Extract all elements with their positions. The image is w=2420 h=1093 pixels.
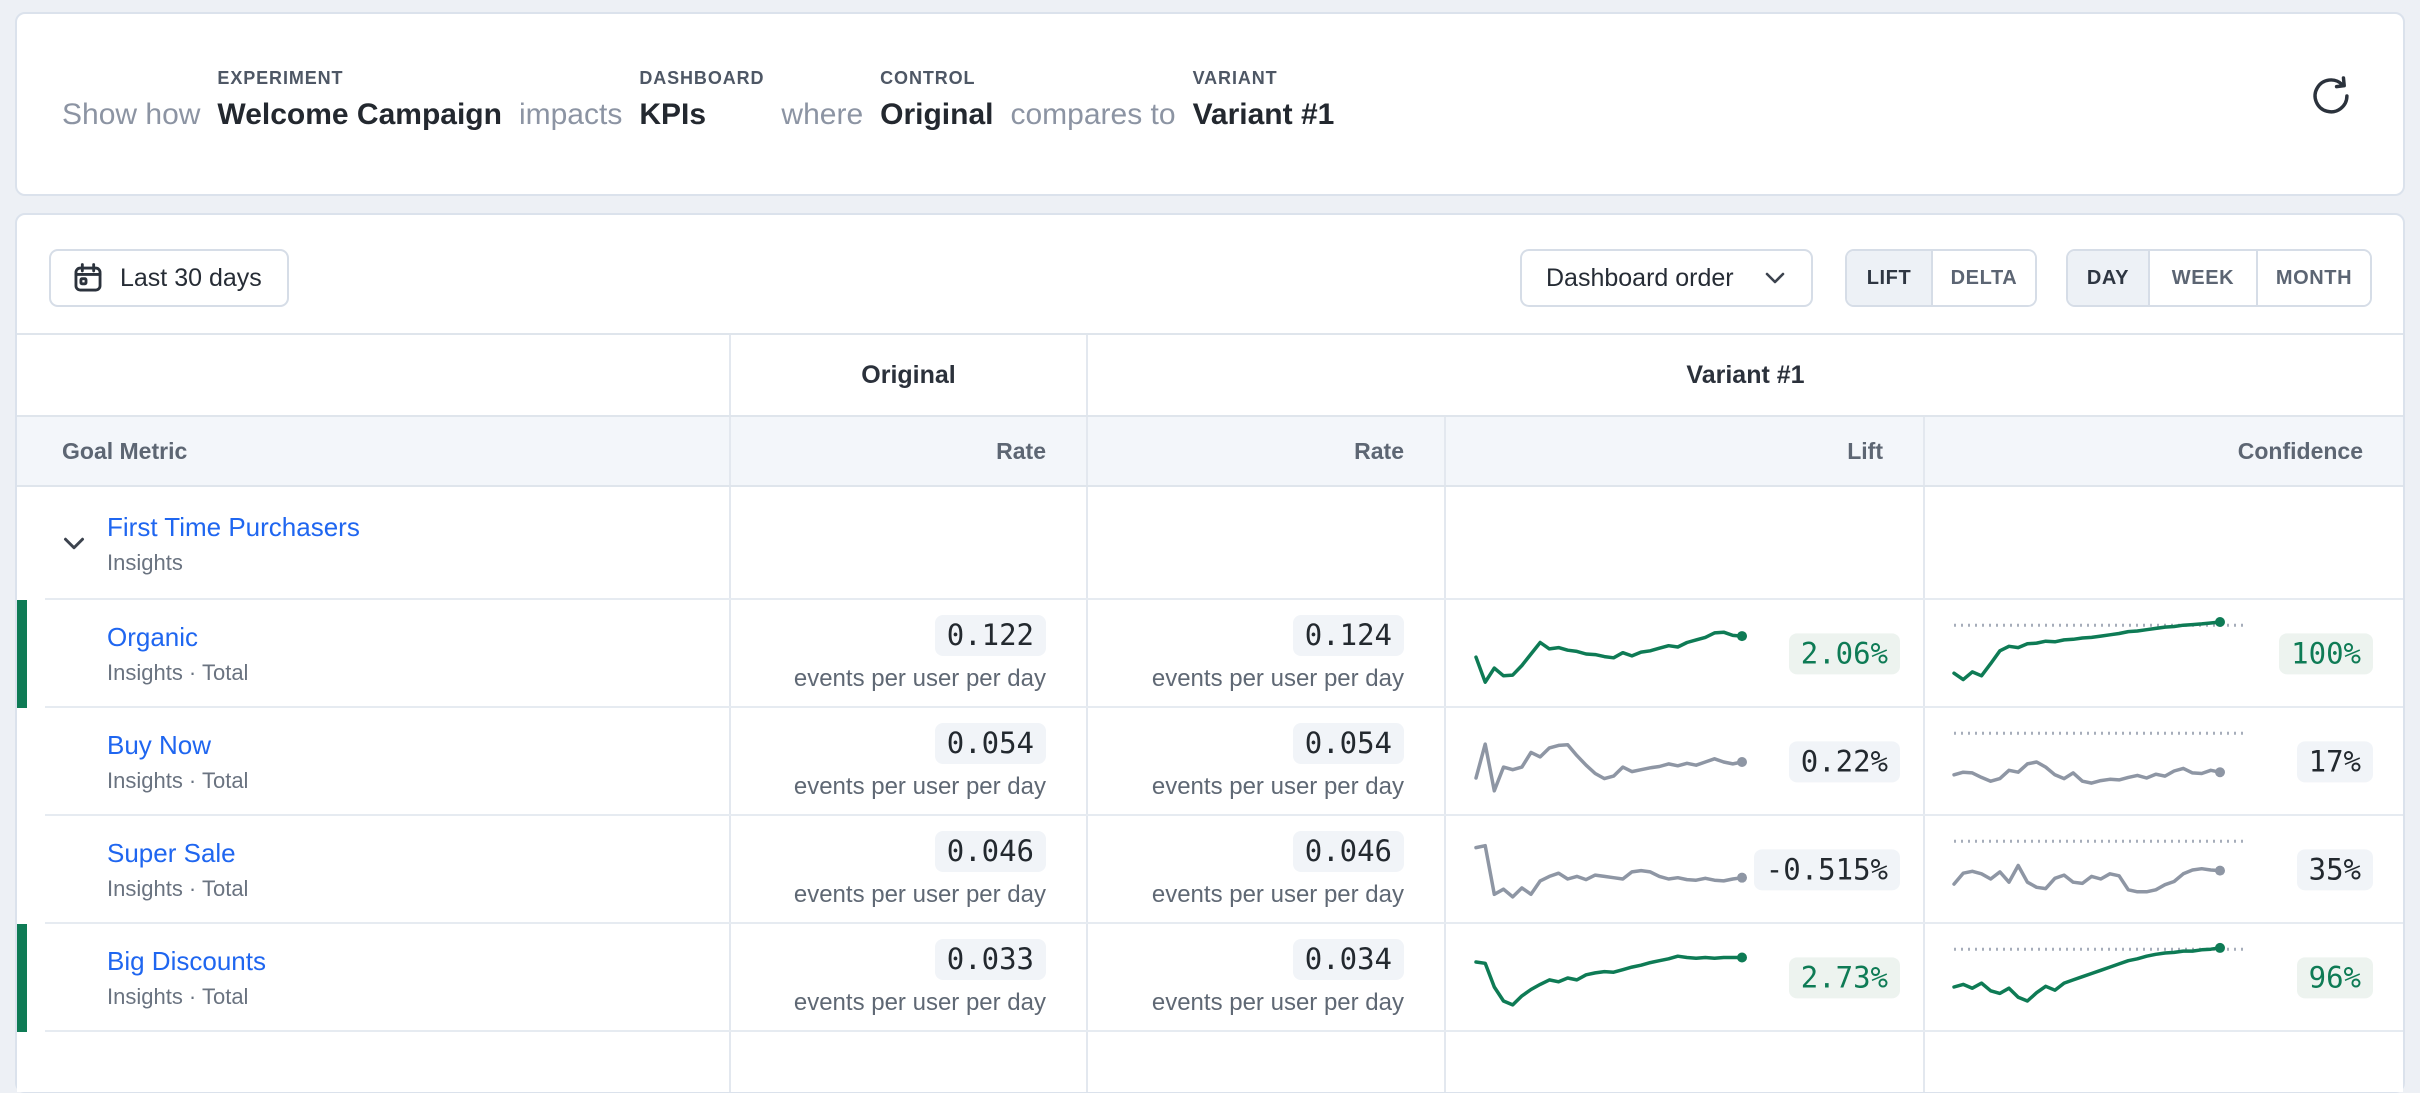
date-range-button[interactable]: Last 30 days: [49, 249, 289, 307]
lift-sparkline: [1474, 843, 1747, 899]
column-header-lift: Lift: [1847, 437, 1883, 464]
metric-link[interactable]: Organic: [107, 622, 199, 652]
dashboard-order-dropdown[interactable]: Dashboard order: [1520, 249, 1813, 307]
variant-group-header-row: Original Variant #1: [17, 335, 2403, 417]
collapse-expander-button[interactable]: [57, 527, 91, 561]
confidence-value: 35%: [2296, 849, 2373, 891]
kpi-dashboard-card: Last 30 days Dashboard order LIFT DELTA …: [15, 213, 2405, 1093]
sentence-connector-compares-to: compares to: [1010, 98, 1176, 131]
toggle-option-day[interactable]: DAY: [2068, 251, 2148, 305]
experiment-label: EXPERIMENT: [217, 68, 344, 88]
lift-value: -0.515%: [1753, 849, 1900, 891]
refresh-button[interactable]: [2305, 70, 2357, 122]
control-segment[interactable]: CONTROL Original: [880, 68, 993, 132]
metric-subtitle: Insights · Total: [107, 984, 249, 1009]
table-row-super-sale: Super Sale Insights · Total 0.046 events…: [17, 816, 2403, 924]
refresh-icon: [2308, 73, 2354, 119]
confidence-sparkline: [1952, 839, 2248, 894]
table-row-big-discounts: Big Discounts Insights · Total 0.033 eve…: [17, 924, 2403, 1032]
column-header-variant-rate: Rate: [1354, 437, 1404, 464]
metric-link[interactable]: Super Sale: [107, 838, 236, 868]
rate-unit: events per user per day: [1151, 773, 1404, 801]
table-row-organic: Organic Insights · Total 0.122 events pe…: [17, 600, 2403, 708]
toggle-option-month[interactable]: MONTH: [2256, 251, 2370, 305]
significance-bar: [17, 924, 27, 1032]
rate-unit: events per user per day: [1151, 989, 1404, 1017]
original-rate-value: 0.054: [934, 722, 1046, 765]
metric-subtitle: Insights · Total: [107, 876, 249, 901]
experiment-segment[interactable]: EXPERIMENT Welcome Campaign: [217, 68, 502, 132]
dashboard-order-label: Dashboard order: [1546, 263, 1734, 292]
variant-rate-value: 0.054: [1292, 722, 1404, 765]
date-range-label: Last 30 days: [120, 263, 262, 292]
table-row-first-time-purchasers: First Time Purchasers Insights: [17, 487, 2403, 600]
column-header-original-rate: Rate: [996, 437, 1046, 464]
calendar-icon: [71, 261, 105, 295]
confidence-sparkline: [1952, 731, 2248, 785]
dashboard-value[interactable]: KPIs: [639, 98, 707, 131]
table-row-partial: [17, 1032, 2403, 1092]
toggle-option-delta[interactable]: DELTA: [1931, 251, 2035, 305]
metric-link[interactable]: Buy Now: [107, 730, 212, 760]
experiment-summary-card: Show how EXPERIMENT Welcome Campaign imp…: [15, 12, 2405, 196]
sentence-prefix: Show how: [62, 98, 201, 131]
control-label: CONTROL: [880, 68, 976, 88]
rate-unit: events per user per day: [793, 989, 1046, 1017]
dashboard-segment[interactable]: DASHBOARD KPIs: [639, 68, 764, 132]
control-value[interactable]: Original: [880, 98, 994, 131]
group-link[interactable]: First Time Purchasers: [107, 511, 360, 542]
column-header-confidence: Confidence: [2237, 437, 2363, 464]
variant-value[interactable]: Variant #1: [1192, 98, 1335, 131]
variant-rate-value: 0.034: [1292, 938, 1404, 981]
column-header-row: Goal Metric Rate Rate Lift Confidence: [17, 417, 2403, 487]
significance-bar: [17, 600, 27, 708]
group-header-variant: Variant #1: [1686, 360, 1805, 389]
toggle-option-lift[interactable]: LIFT: [1847, 251, 1931, 305]
variant-rate-value: 0.124: [1292, 614, 1404, 657]
rate-unit: events per user per day: [1151, 665, 1404, 693]
confidence-value: 96%: [2296, 957, 2373, 999]
lift-value: 2.06%: [1788, 633, 1900, 675]
column-header-goal-metric: Goal Metric: [62, 437, 188, 464]
lift-value: 2.73%: [1788, 957, 1900, 999]
rate-unit: events per user per day: [793, 665, 1046, 693]
lift-sparkline: [1474, 742, 1747, 793]
confidence-sparkline: [1952, 617, 2248, 682]
toggle-option-week[interactable]: WEEK: [2148, 251, 2256, 305]
dashboard-label: DASHBOARD: [639, 68, 765, 88]
variant-segment[interactable]: VARIANT Variant #1: [1193, 68, 1335, 132]
group-header-spacer: [17, 335, 729, 415]
rate-unit: events per user per day: [1151, 881, 1404, 909]
group-header-original: Original: [861, 360, 956, 389]
table-row-buy-now: Buy Now Insights · Total 0.054 events pe…: [17, 708, 2403, 816]
original-rate-value: 0.122: [934, 614, 1046, 657]
metric-subtitle: Insights · Total: [107, 660, 249, 685]
variant-label: VARIANT: [1192, 68, 1278, 88]
confidence-value: 17%: [2296, 741, 2373, 783]
granularity-toggle: DAY WEEK MONTH: [2066, 249, 2372, 307]
sentence-connector-impacts: impacts: [518, 98, 623, 131]
metric-subtitle: Insights · Total: [107, 768, 249, 793]
experiment-sentence: Show how EXPERIMENT Welcome Campaign imp…: [62, 68, 1334, 132]
metric-link[interactable]: Big Discounts: [107, 946, 266, 976]
kpi-table: Original Variant #1 Goal Metric Rate Rat…: [17, 333, 2403, 1092]
lift-value: 0.22%: [1788, 741, 1900, 783]
rate-unit: events per user per day: [793, 773, 1046, 801]
original-rate-value: 0.033: [934, 938, 1046, 981]
variant-rate-value: 0.046: [1292, 830, 1404, 873]
confidence-sparkline: [1952, 942, 2248, 1003]
lift-sparkline: [1474, 952, 1747, 1007]
lift-sparkline: [1474, 630, 1747, 684]
rate-unit: events per user per day: [793, 881, 1046, 909]
chevron-down-icon: [1763, 270, 1787, 286]
lift-delta-toggle: LIFT DELTA: [1845, 249, 2037, 307]
experiment-value[interactable]: Welcome Campaign: [217, 98, 502, 131]
chevron-down-icon: [61, 535, 87, 552]
sentence-connector-where: where: [781, 98, 864, 131]
confidence-value: 100%: [2279, 633, 2373, 675]
original-rate-value: 0.046: [934, 830, 1046, 873]
group-subtitle: Insights: [107, 549, 183, 575]
